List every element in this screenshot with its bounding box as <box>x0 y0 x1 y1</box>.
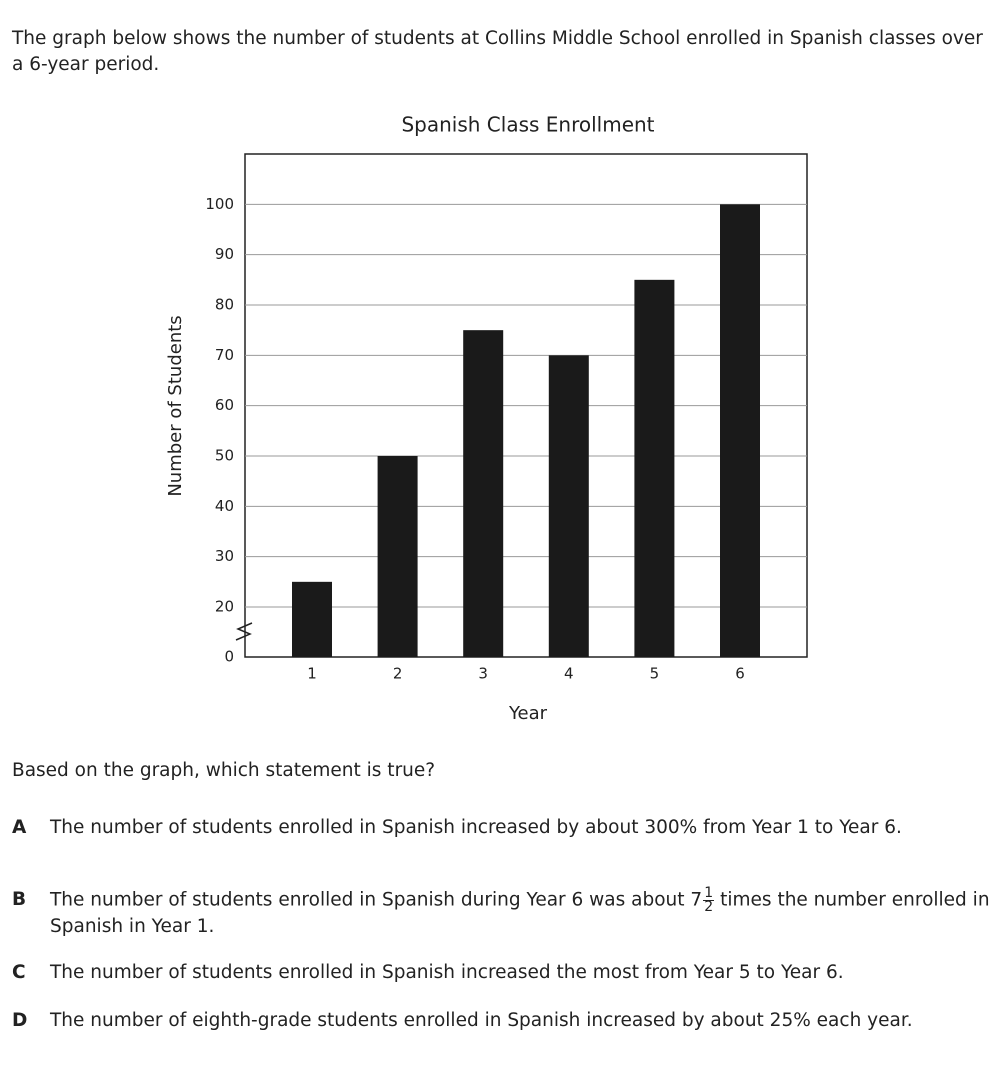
x-tick-label: 6 <box>735 665 745 683</box>
bar <box>463 330 504 657</box>
choice-letter: A <box>12 817 27 838</box>
x-tick-label: 2 <box>393 665 403 683</box>
y-tick-label: 80 <box>215 296 234 314</box>
numerator: 1 <box>703 885 715 901</box>
bar <box>548 355 589 657</box>
y-tick-label: 40 <box>215 497 234 515</box>
y-tick-label: 50 <box>215 447 234 465</box>
choice-text-part: The number of students enrolled in Spani… <box>50 889 703 911</box>
choice-letter: C <box>12 962 26 983</box>
x-tick-label: 1 <box>307 665 317 683</box>
x-tick-label: 5 <box>650 665 660 683</box>
x-tick-label: 4 <box>564 665 574 683</box>
choice-text: The number of students enrolled in Spani… <box>50 962 844 983</box>
x-tick-label: 3 <box>478 665 488 683</box>
bar <box>634 279 675 657</box>
choice[interactable]: A The number of students enrolled in Spa… <box>12 815 992 840</box>
choice-text: The number of students enrolled in Spani… <box>50 885 992 939</box>
chart-title: Spanish Class Enrollment <box>401 113 654 137</box>
y-tick-label: 0 <box>224 648 234 666</box>
y-tick-label: 90 <box>215 245 234 263</box>
y-tick-label: 20 <box>215 598 234 616</box>
bar <box>292 581 332 657</box>
choice-text-part: times the number enrolled in Spanish in … <box>50 889 990 938</box>
choice-text: The number of eighth-grade students enro… <box>50 1010 913 1031</box>
y-tick-label: 70 <box>215 346 234 364</box>
plot: 0 20 30 40 50 60 70 80 90 100 1 2 3 4 5 6 <box>205 195 807 683</box>
choice[interactable]: C The number of students enrolled in Spa… <box>12 960 992 985</box>
denominator: 2 <box>704 899 714 915</box>
choice-text: The number of students enrolled in Spani… <box>50 817 902 838</box>
question-text: Based on the graph, which statement is t… <box>12 760 436 781</box>
y-tick-label: 30 <box>215 547 234 565</box>
bar <box>377 456 418 657</box>
y-axis-label: Number of Students <box>165 315 186 496</box>
y-tick-label: 100 <box>205 195 234 213</box>
axis-break <box>235 622 253 641</box>
chart: Spanish Class Enrollment Year Number of … <box>165 113 808 724</box>
choice-letter: D <box>12 1010 28 1031</box>
choice[interactable]: B The number of students enrolled in Spa… <box>12 885 992 939</box>
choice[interactable]: D The number of eighth-grade students en… <box>12 1008 992 1033</box>
intro-text: The graph below shows the number of stud… <box>12 28 983 75</box>
bar <box>720 204 760 658</box>
choice-letter: B <box>12 889 27 910</box>
x-axis-label: Year <box>508 703 548 724</box>
y-tick-label: 60 <box>215 396 234 414</box>
